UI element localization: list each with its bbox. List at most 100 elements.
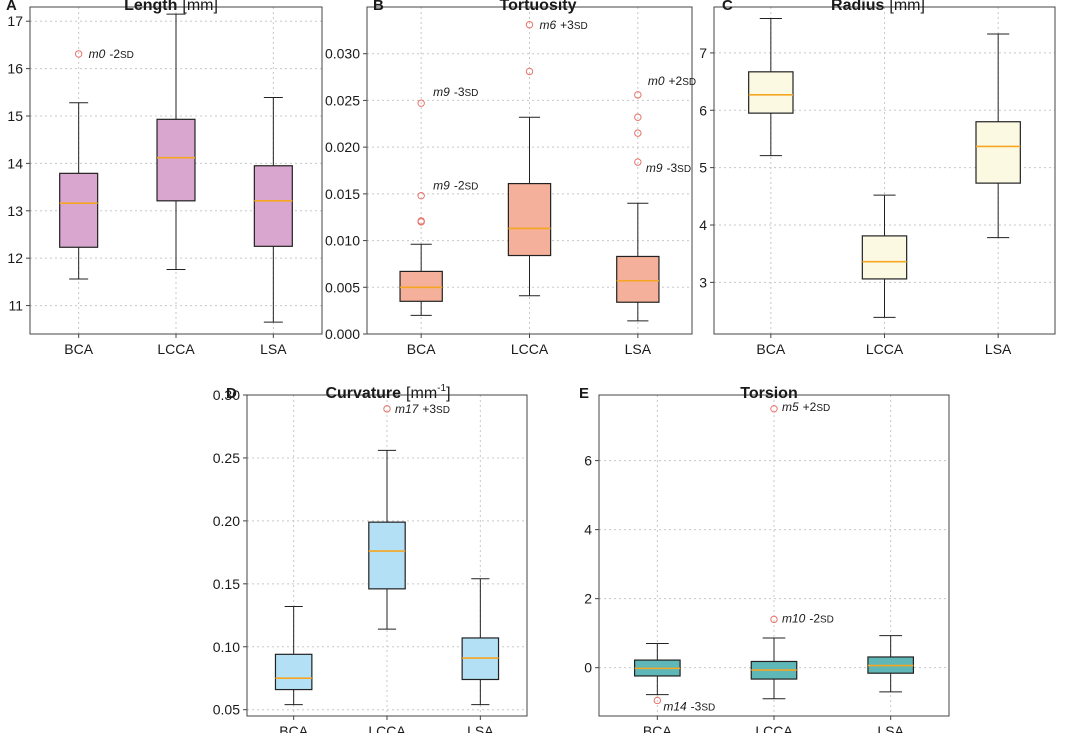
outlier-point	[634, 158, 642, 166]
title-text: Tortuosity	[499, 0, 576, 14]
y-tick-label: 0.05	[213, 702, 240, 718]
annotation-subject: m6	[540, 18, 557, 32]
outlier-annotation: m9 -2SD	[433, 179, 478, 193]
outlier-point	[74, 50, 83, 58]
outlier-annotation: m14 -3SD	[663, 699, 715, 713]
annotation-sd-suffix: SD	[574, 21, 588, 32]
x-tick-label: LCCA	[368, 723, 406, 733]
outlier-annotation: m9 -3SD	[646, 161, 691, 175]
outlier-annotation: m17 +3SD	[395, 402, 450, 416]
y-tick-label: 0.030	[325, 46, 360, 62]
y-tick-label: 17	[7, 13, 23, 29]
box-bca	[274, 605, 313, 706]
x-tick-label: BCA	[756, 341, 785, 357]
box-lcca	[368, 405, 406, 630]
y-tick-label: 0.10	[213, 639, 240, 655]
y-tick-label: 0.015	[325, 186, 360, 202]
annotation-sd: -3	[667, 161, 678, 175]
outlier-point	[770, 405, 778, 413]
panel-label: A	[6, 0, 17, 14]
x-tick-label: LSA	[985, 341, 1012, 357]
annotation-sd-suffix: SD	[816, 403, 830, 414]
outlier-annotation: m0 -2SD	[89, 47, 134, 61]
panel-label: E	[579, 385, 589, 402]
box-bca	[399, 99, 443, 316]
y-tick-label: 5	[699, 160, 707, 176]
annotation-sd-suffix: SD	[120, 50, 134, 61]
title-unit-sup: -1	[437, 383, 446, 394]
box-lcca	[750, 405, 798, 700]
box-lcca	[156, 13, 196, 271]
y-tick-label: 0	[584, 660, 592, 676]
outlier-annotation: m10 -2SD	[782, 611, 834, 625]
iqr-box	[368, 521, 406, 590]
panel-B: 0.000 0.005 0.010 0.015 0.020 0.025 0.030 BCA LC…	[325, 0, 696, 357]
x-tick-label: BCA	[279, 723, 308, 733]
y-tick-label: 12	[7, 250, 23, 266]
x-tick-label: BCA	[643, 723, 672, 733]
x-tick-label: LSA	[467, 723, 494, 733]
annotation-sd-suffix: SD	[820, 614, 834, 625]
outlier-point	[634, 129, 642, 137]
annotation-subject: m9	[433, 179, 450, 193]
y-tick-label: 11	[8, 298, 23, 314]
annotation-sd-suffix: SD	[677, 164, 691, 175]
y-tick-label: 13	[7, 203, 23, 219]
y-tick-label: 0.15	[213, 576, 240, 592]
annotation-sd-suffix: SD	[465, 182, 479, 193]
y-tick-label: 0.025	[325, 92, 360, 108]
outlier-annotation: m9 -3SD	[433, 85, 478, 99]
y-tick-label: 7	[699, 45, 707, 61]
annotation-sd: +3	[560, 18, 574, 32]
annotation-subject: m14	[663, 699, 687, 713]
y-tick-label: 3	[699, 274, 707, 290]
x-tick-label: BCA	[64, 341, 93, 357]
x-tick-label: LCCA	[866, 341, 904, 357]
iqr-box	[861, 235, 908, 280]
annotation-sd-suffix: SD	[465, 88, 479, 99]
title-text: Curvature	[325, 385, 401, 402]
iqr-box	[156, 118, 196, 202]
y-tick-label: 0.020	[325, 139, 360, 155]
annotation-sd: -3	[454, 85, 465, 99]
box-lsa	[616, 91, 660, 322]
x-tick-label: LCCA	[157, 341, 195, 357]
box-bca	[59, 50, 99, 280]
iqr-box	[616, 255, 660, 303]
panel-title: Length [mm]	[124, 0, 218, 14]
annotation-sd: +2	[803, 400, 817, 414]
box-bca	[748, 17, 794, 157]
outlier-point	[417, 192, 425, 200]
y-tick-label: 0.005	[325, 279, 360, 295]
box-lsa	[867, 635, 915, 693]
panel-label: B	[373, 0, 384, 14]
outlier-point	[634, 91, 642, 99]
panel-A: 11 12 13 14 15 16 17 BCA LCCA LSA A Length [mm] m0 -2S…	[6, 0, 323, 357]
annotation-subject: m9	[433, 85, 450, 99]
panel-title: Tortuosity	[499, 0, 576, 14]
outlier-annotation: m5 +2SD	[782, 400, 830, 414]
iqr-box	[975, 121, 1021, 184]
y-tick-label: 16	[7, 61, 23, 77]
y-tick-label: 6	[699, 102, 707, 118]
box-lsa	[975, 33, 1021, 239]
x-tick-label: BCA	[407, 341, 436, 357]
iqr-box	[59, 172, 99, 248]
iqr-box	[399, 270, 443, 302]
outlier-point	[634, 113, 642, 121]
panel-title: Torsion	[740, 385, 797, 402]
outlier-point	[770, 615, 778, 624]
title-unit-end: ]	[446, 385, 450, 402]
panel-C: 3 4 5 6 7 BCA LCCA LSA C Radius [mm]	[699, 0, 1056, 357]
box-lcca	[861, 194, 908, 318]
title-unit: [mm]	[182, 0, 218, 14]
annotation-subject: m9	[646, 161, 663, 175]
panel-title: Radius [mm]	[831, 0, 925, 14]
iqr-box	[253, 165, 293, 247]
title-text: Radius	[831, 0, 884, 14]
box-bca	[633, 643, 681, 705]
outlier-point	[525, 67, 534, 76]
title-unit: [mm]	[889, 0, 925, 14]
